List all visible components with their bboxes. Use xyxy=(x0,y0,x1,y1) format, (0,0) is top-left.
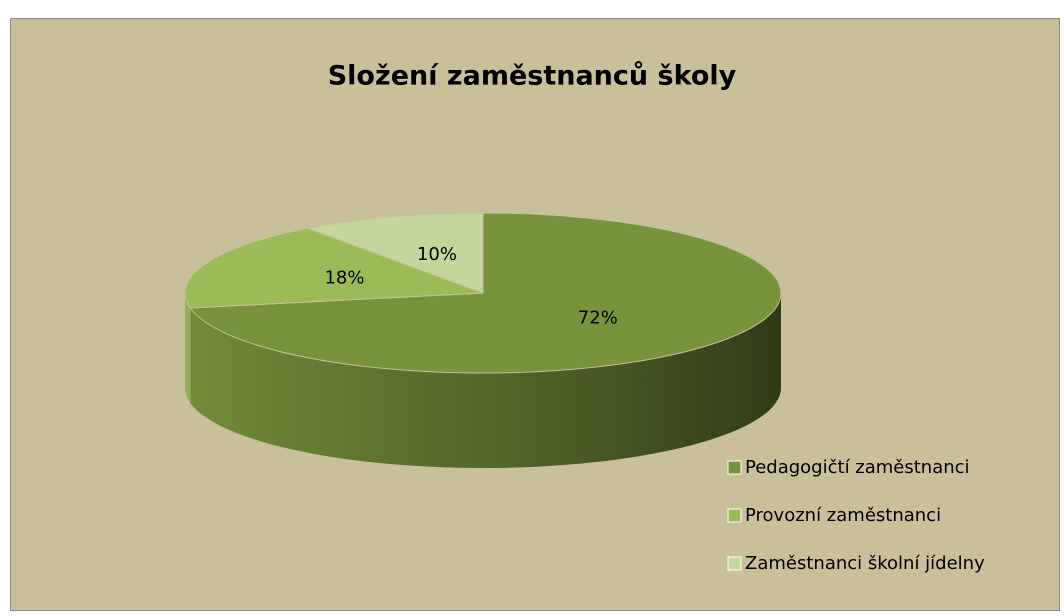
slice xyxy=(184,227,484,309)
legend-swatch xyxy=(727,556,742,571)
slice xyxy=(189,212,782,374)
legend-swatch xyxy=(727,508,742,523)
slice-side-shade xyxy=(190,293,782,469)
legend-label: Provozní zaměstnanci xyxy=(745,505,941,526)
slice-side-shade xyxy=(185,293,191,403)
data-label: 72% xyxy=(578,307,618,328)
legend-label: Pedagogičtí zaměstnanci xyxy=(745,457,970,478)
slice xyxy=(305,212,484,294)
chart-title: Složení zaměstnanců školy xyxy=(328,61,737,92)
legend-swatch xyxy=(727,460,742,475)
data-label: 18% xyxy=(324,267,364,288)
data-label: 10% xyxy=(417,244,457,265)
legend-label: Zaměstnanci školní jídelny xyxy=(745,553,985,574)
